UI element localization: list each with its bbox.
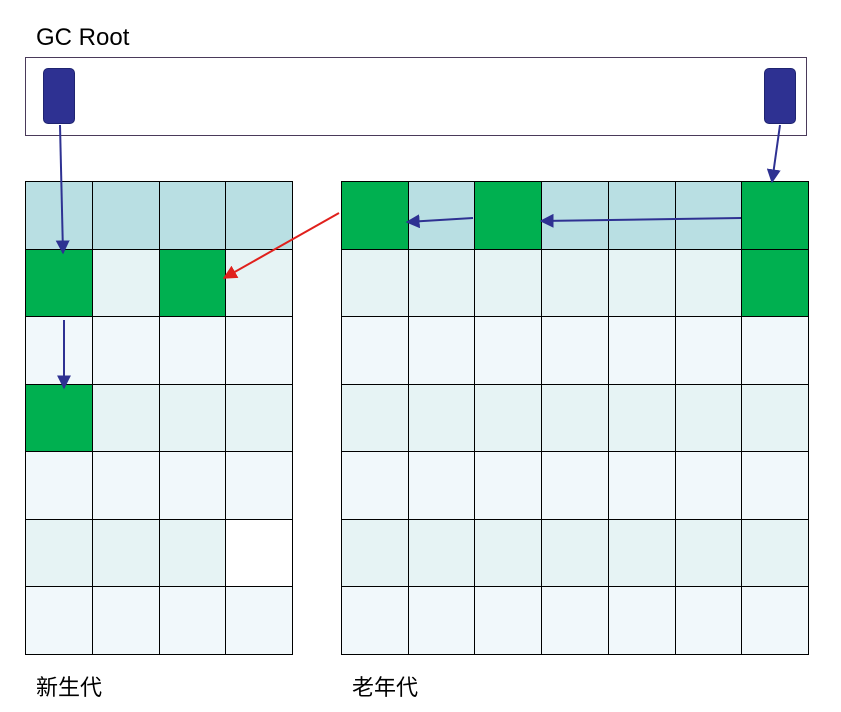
old-gen-cell-lighter-r3c2 — [408, 317, 476, 385]
old-gen-cell-light-r6c5 — [608, 519, 676, 588]
old-gen-cell-lighter-r7c5 — [608, 587, 676, 655]
old-gen-cell-light-r2c4 — [542, 249, 609, 318]
old-gen-cell-lighter-r3c3 — [475, 317, 543, 385]
old-gen-cell-lighter-r5c3 — [475, 452, 543, 520]
old-gen-cell-light-r4c6 — [675, 384, 743, 453]
young-gen-cell-lighter-r7c4 — [226, 587, 293, 655]
old-gen-cell-lighter-r7c4 — [542, 587, 609, 655]
old-gen-cell-light-r2c1 — [342, 249, 409, 318]
young-gen-cell-light-r6c2 — [92, 519, 160, 588]
old-gen-cell-light-r4c5 — [608, 384, 676, 453]
old-gen-cell-light-r6c4 — [542, 519, 609, 588]
young-gen-cell-live-r2c1 — [26, 249, 93, 318]
young-gen-cell-light-r4c2 — [92, 384, 160, 453]
old-generation-label: 老年代 — [352, 676, 419, 701]
old-gen-cell-light-r6c2 — [408, 519, 476, 588]
young-gen-cell-live-r2c3 — [159, 249, 227, 318]
gc-root-handle-left — [43, 68, 75, 124]
old-gen-cell-lighter-r7c1 — [342, 587, 409, 655]
young-gen-cell-white-r6c4 — [226, 519, 293, 588]
gc-root-handle-right — [764, 68, 796, 124]
old-gen-cell-header-r1c2 — [408, 182, 476, 250]
old-gen-cell-lighter-r5c2 — [408, 452, 476, 520]
young-gen-cell-light-r2c4 — [226, 249, 293, 318]
young-gen-cell-header-r1c3 — [159, 182, 227, 250]
old-gen-cell-lighter-r5c7 — [742, 452, 809, 520]
old-gen-cell-lighter-r3c4 — [542, 317, 609, 385]
old-gen-cell-lighter-r5c5 — [608, 452, 676, 520]
old-gen-cell-lighter-r5c4 — [542, 452, 609, 520]
old-gen-cell-light-r4c2 — [408, 384, 476, 453]
young-gen-cell-lighter-r7c1 — [26, 587, 93, 655]
old-gen-cell-light-r4c1 — [342, 384, 409, 453]
young-gen-cell-lighter-r5c2 — [92, 452, 160, 520]
old-gen-cell-light-r2c5 — [608, 249, 676, 318]
old-gen-cell-light-r4c3 — [475, 384, 543, 453]
young-gen-cell-header-r1c2 — [92, 182, 160, 250]
old-gen-cell-lighter-r7c6 — [675, 587, 743, 655]
young-gen-cell-live-r4c1 — [26, 384, 93, 453]
old-gen-cell-lighter-r7c7 — [742, 587, 809, 655]
old-gen-cell-live-r2c7 — [742, 249, 809, 318]
page-title: GC Root — [36, 24, 130, 51]
old-gen-cell-lighter-r3c1 — [342, 317, 409, 385]
young-gen-cell-header-r1c4 — [226, 182, 293, 250]
old-gen-cell-header-r1c6 — [675, 182, 743, 250]
gc-root-box — [25, 57, 807, 136]
old-gen-cell-lighter-r3c7 — [742, 317, 809, 385]
young-gen-cell-lighter-r5c4 — [226, 452, 293, 520]
old-gen-cell-lighter-r7c3 — [475, 587, 543, 655]
young-gen-cell-light-r6c3 — [159, 519, 227, 588]
old-gen-cell-live-r1c1 — [342, 182, 409, 250]
young-gen-cell-lighter-r5c3 — [159, 452, 227, 520]
old-gen-cell-light-r4c7 — [742, 384, 809, 453]
old-gen-cell-header-r1c5 — [608, 182, 676, 250]
old-gen-cell-header-r1c4 — [542, 182, 609, 250]
young-generation-grid — [25, 181, 293, 655]
young-gen-cell-light-r4c3 — [159, 384, 227, 453]
young-gen-cell-lighter-r3c2 — [92, 317, 160, 385]
old-gen-cell-light-r2c3 — [475, 249, 543, 318]
young-gen-cell-light-r4c4 — [226, 384, 293, 453]
old-gen-cell-live-r1c7 — [742, 182, 809, 250]
young-gen-cell-light-r2c2 — [92, 249, 160, 318]
young-gen-cell-lighter-r5c1 — [26, 452, 93, 520]
old-gen-cell-light-r6c7 — [742, 519, 809, 588]
old-gen-cell-light-r6c6 — [675, 519, 743, 588]
old-gen-cell-light-r6c3 — [475, 519, 543, 588]
young-gen-cell-lighter-r7c3 — [159, 587, 227, 655]
old-gen-cell-light-r2c6 — [675, 249, 743, 318]
young-gen-cell-lighter-r3c4 — [226, 317, 293, 385]
young-gen-cell-lighter-r3c1 — [26, 317, 93, 385]
young-generation-label: 新生代 — [36, 676, 103, 701]
old-gen-cell-light-r2c2 — [408, 249, 476, 318]
old-gen-cell-lighter-r7c2 — [408, 587, 476, 655]
old-gen-cell-lighter-r3c5 — [608, 317, 676, 385]
young-gen-cell-lighter-r3c3 — [159, 317, 227, 385]
old-gen-cell-lighter-r5c6 — [675, 452, 743, 520]
young-gen-cell-header-r1c1 — [26, 182, 93, 250]
young-gen-cell-lighter-r7c2 — [92, 587, 160, 655]
old-gen-cell-lighter-r3c6 — [675, 317, 743, 385]
old-gen-cell-light-r4c4 — [542, 384, 609, 453]
young-gen-cell-light-r6c1 — [26, 519, 93, 588]
old-gen-cell-light-r6c1 — [342, 519, 409, 588]
old-gen-cell-lighter-r5c1 — [342, 452, 409, 520]
old-gen-cell-live-r1c3 — [475, 182, 543, 250]
old-generation-grid — [341, 181, 809, 655]
